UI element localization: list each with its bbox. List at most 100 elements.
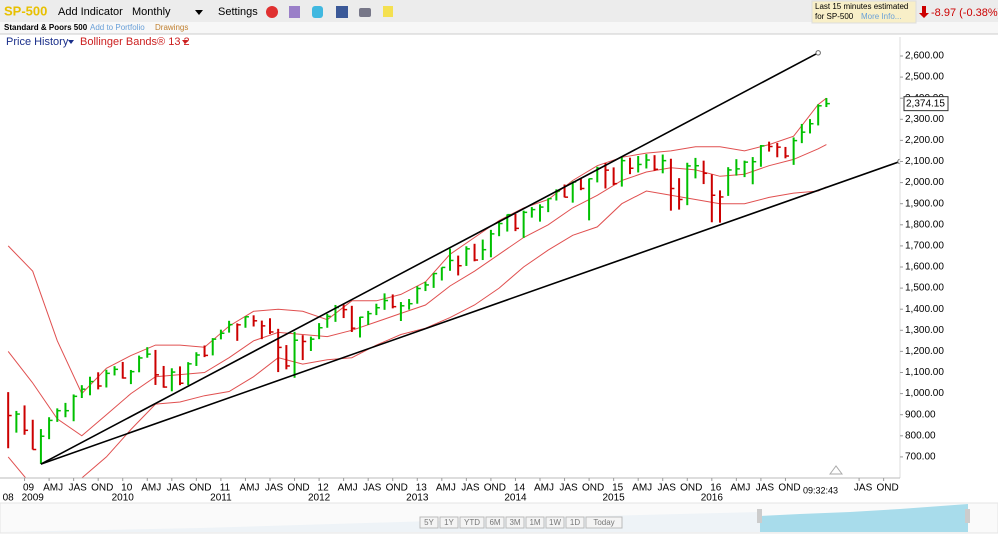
range-button[interactable] bbox=[545, 516, 565, 529]
legend-arrow[interactable] bbox=[182, 40, 188, 44]
add-to-portfolio[interactable]: Add to Portfolio bbox=[90, 23, 145, 32]
y-tick-label: 1,900.00 bbox=[905, 198, 944, 209]
x-year-label: 2009 bbox=[22, 493, 45, 504]
facebook-icon[interactable] bbox=[336, 6, 348, 18]
legend-price-history[interactable]: Price History bbox=[6, 36, 69, 48]
toolbar bbox=[0, 0, 998, 22]
x-tick-label: OND bbox=[778, 483, 800, 494]
range-button[interactable] bbox=[459, 516, 485, 529]
x-tick-label: AMJ bbox=[239, 483, 259, 494]
notice-box bbox=[811, 0, 917, 24]
range-button[interactable] bbox=[505, 516, 525, 529]
range-button[interactable] bbox=[485, 516, 505, 529]
x-tick-label: AMJ bbox=[534, 483, 554, 494]
legend-arrow[interactable] bbox=[68, 40, 74, 44]
x-tick-label: 11 bbox=[220, 483, 231, 494]
link-icon[interactable] bbox=[312, 6, 323, 18]
range-button[interactable] bbox=[565, 516, 585, 529]
x-tick-label: OND bbox=[877, 483, 899, 494]
y-tick-label: 2,200.00 bbox=[905, 135, 944, 146]
x-tick-label: JAS bbox=[658, 483, 677, 494]
drawings[interactable]: Drawings bbox=[155, 23, 188, 32]
legend-bollinger[interactable]: Bollinger Bands® 13 2 bbox=[80, 36, 190, 48]
x-tick-label: OND bbox=[189, 483, 211, 494]
x-tick-label: JAS bbox=[756, 483, 775, 494]
y-tick-label: 700.00 bbox=[905, 452, 936, 463]
timestamp: 09:32:43 bbox=[803, 485, 838, 495]
y-tick-label: 1,100.00 bbox=[905, 367, 944, 378]
x-tick-label: OND bbox=[91, 483, 113, 494]
y-tick-label: 2,500.00 bbox=[905, 72, 944, 83]
y-tick-label: 2,000.00 bbox=[905, 177, 944, 188]
x-tick-label: OND bbox=[484, 483, 506, 494]
x-tick-label: JAS bbox=[854, 483, 873, 494]
trend-handle[interactable] bbox=[815, 50, 821, 56]
range-button[interactable] bbox=[585, 516, 623, 529]
y-tick-label: 900.00 bbox=[905, 409, 936, 420]
x-tick-label: 10 bbox=[121, 483, 133, 494]
more-info[interactable]: More Info... bbox=[861, 12, 901, 21]
y-tick-label: 1,000.00 bbox=[905, 388, 944, 399]
range-button-label[interactable]: 3M bbox=[509, 518, 520, 527]
x-tick-label: AMJ bbox=[43, 483, 63, 494]
clock-icon[interactable] bbox=[266, 6, 278, 18]
y-tick-label: 1,700.00 bbox=[905, 241, 944, 252]
settings[interactable]: Settings bbox=[218, 6, 258, 18]
down-arrow bbox=[919, 6, 929, 18]
range-button-label[interactable]: 1W bbox=[549, 518, 561, 527]
y-tick-label: 1,500.00 bbox=[905, 283, 944, 294]
range-buttons: 5Y 1Y YTD 6M 3M 1M 1W 1D Today bbox=[419, 516, 623, 529]
period-select[interactable]: Monthly bbox=[132, 6, 171, 18]
price-change: -8.97 (-0.38%) bbox=[931, 7, 998, 19]
last-price-box bbox=[903, 96, 949, 112]
x-year-label: 2015 bbox=[603, 493, 626, 504]
range-button[interactable] bbox=[419, 516, 439, 529]
x-tick-label: JAS bbox=[363, 483, 382, 494]
symbol[interactable]: SP-500 bbox=[4, 3, 47, 18]
camera-icon[interactable] bbox=[359, 8, 371, 17]
x-year-label: 08 bbox=[3, 493, 15, 504]
range-button-label[interactable]: 5Y bbox=[424, 518, 434, 527]
range-button-label[interactable]: 6M bbox=[489, 518, 500, 527]
x-tick-label: JAS bbox=[461, 483, 480, 494]
x-year-label: 2016 bbox=[701, 493, 724, 504]
x-tick-label: 15 bbox=[612, 483, 624, 494]
navigator-handle[interactable] bbox=[965, 509, 970, 523]
range-button-label[interactable]: 1D bbox=[570, 518, 580, 527]
range-button[interactable] bbox=[525, 516, 545, 529]
navigator-window[interactable] bbox=[760, 504, 968, 532]
range-button-label[interactable]: 1Y bbox=[444, 518, 454, 527]
bollinger-upper bbox=[7, 97, 827, 395]
x-tick-label: AMJ bbox=[632, 483, 652, 494]
trend-line bbox=[40, 52, 819, 465]
corner-marker bbox=[829, 465, 843, 475]
instrument-name: Standard & Poors 500 bbox=[4, 23, 88, 32]
navigator-handle[interactable] bbox=[757, 509, 762, 523]
y-tick-label: 2,600.00 bbox=[905, 51, 944, 62]
trend-line bbox=[40, 160, 900, 465]
y-tick-label: 2,300.00 bbox=[905, 114, 944, 125]
range-button-label[interactable]: 1M bbox=[529, 518, 540, 527]
notice-line2: for SP-500 bbox=[815, 12, 854, 21]
x-tick-label: JAS bbox=[68, 483, 87, 494]
sub-toolbar bbox=[0, 22, 998, 34]
x-tick-label: 09 bbox=[23, 483, 35, 494]
x-tick-label: 12 bbox=[318, 483, 330, 494]
range-button-label[interactable]: Today bbox=[593, 518, 614, 527]
range-button[interactable] bbox=[439, 516, 459, 529]
x-year-label: 2013 bbox=[406, 493, 429, 504]
note-icon[interactable] bbox=[383, 6, 393, 17]
plot-area bbox=[7, 50, 900, 478]
dropdown-arrow[interactable] bbox=[195, 10, 203, 15]
x-tick-label: AMJ bbox=[141, 483, 161, 494]
y-tick-label: 2,100.00 bbox=[905, 156, 944, 167]
range-button-label[interactable]: YTD bbox=[464, 518, 480, 527]
x-tick-label: AMJ bbox=[338, 483, 358, 494]
y-tick-label: 1,400.00 bbox=[905, 304, 944, 315]
x-tick-label: JAS bbox=[167, 483, 186, 494]
print-icon[interactable] bbox=[289, 6, 300, 18]
x-tick-label: OND bbox=[386, 483, 408, 494]
x-year-label: 2014 bbox=[504, 493, 527, 504]
y-tick-label: 1,200.00 bbox=[905, 346, 944, 357]
add-indicator[interactable]: Add Indicator bbox=[58, 6, 123, 18]
